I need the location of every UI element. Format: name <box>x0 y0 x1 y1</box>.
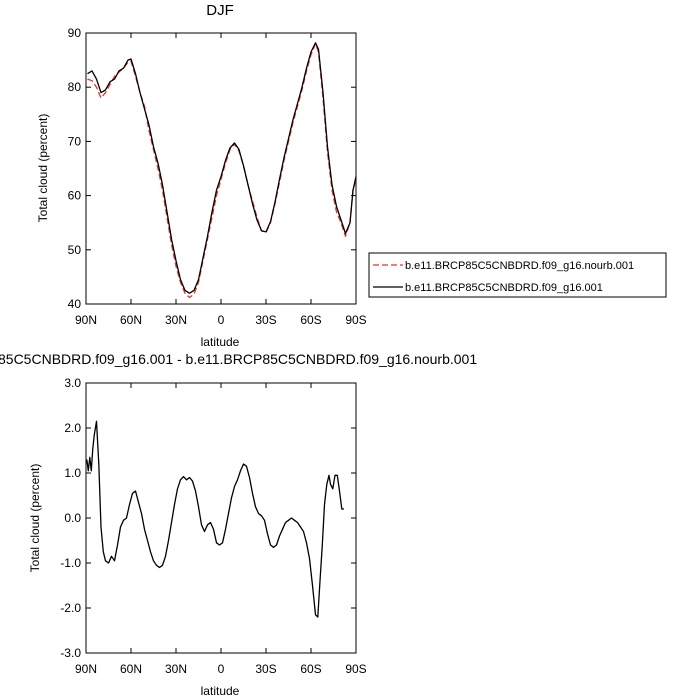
top-x-tick-label: 0 <box>218 313 225 327</box>
bottom-y-axis-label: Total cloud (percent) <box>28 464 42 573</box>
bottom-y-tick-label: -3.0 <box>60 646 81 660</box>
top-chart-title: DJF <box>206 2 234 19</box>
bottom-series-line-0 <box>86 420 344 618</box>
bottom-y-tick-label: 0.0 <box>64 511 81 525</box>
bottom-x-ticks: 90N 60N 30N 0 30S 60S 90S <box>75 383 367 676</box>
legend: b.e11.BRCP85C5CNBDRD.f09_g16.nourb.001 b… <box>368 252 667 298</box>
top-y-tick-label: 80 <box>68 80 82 94</box>
bottom-y-ticks: -3.0 -2.0 -1.0 0.0 1.0 2.0 3.0 <box>60 376 356 660</box>
bottom-y-tick-label: 1.0 <box>64 466 81 480</box>
top-y-tick-label: 60 <box>68 189 82 203</box>
bottom-y-tick-label: -1.0 <box>60 556 81 570</box>
legend-label-control: b.e11.BRCP85C5CNBDRD.f09_g16.001 <box>405 282 603 294</box>
top-y-tick-label: 70 <box>68 134 82 148</box>
top-y-ticks: 40 50 60 70 80 90 <box>68 26 356 311</box>
bottom-x-tick-label: 30S <box>255 662 276 676</box>
top-x-tick-label: 90S <box>345 313 366 327</box>
top-y-tick-label: 40 <box>68 297 82 311</box>
top-panel: DJF 40 50 60 70 80 90 90N 60N 30N 0 30S 60S 90S lat… <box>36 2 367 349</box>
bottom-plot-area: -3.0 -2.0 -1.0 0.0 1.0 2.0 3.0 90N 60N 30N 0 30S 60… <box>60 376 366 676</box>
top-y-tick-label: 50 <box>68 243 82 257</box>
top-plot-area: 40 50 60 70 80 90 90N 60N 30N 0 30S 60S 90S <box>68 26 367 327</box>
bottom-x-tick-label: 60S <box>300 662 321 676</box>
top-x-tick-label: 60N <box>120 313 142 327</box>
bottom-y-tick-label: 3.0 <box>64 376 81 390</box>
top-x-tick-label: 90N <box>75 313 97 327</box>
top-series-line-1 <box>87 42 357 294</box>
top-x-ticks: 90N 60N 30N 0 30S 60S 90S <box>75 33 367 327</box>
bottom-x-axis-label: latitude <box>201 684 240 698</box>
top-series-line-0 <box>87 43 357 299</box>
top-series-lines <box>87 42 357 299</box>
bottom-x-tick-label: 0 <box>218 662 225 676</box>
bottom-series-lines <box>86 420 344 618</box>
bottom-y-tick-label: -2.0 <box>60 601 81 615</box>
top-x-tick-label: 30N <box>165 313 187 327</box>
bottom-x-tick-label: 90S <box>345 662 366 676</box>
bottom-x-tick-label: 60N <box>120 662 142 676</box>
legend-box <box>368 252 667 298</box>
top-y-axis-label: Total cloud (percent) <box>36 114 50 223</box>
top-x-tick-label: 60S <box>300 313 321 327</box>
top-x-tick-label: 30S <box>255 313 276 327</box>
legend-label-nourb: b.e11.BRCP85C5CNBDRD.f09_g16.nourb.001 <box>405 260 634 272</box>
top-x-axis-label: latitude <box>201 335 240 349</box>
bottom-x-tick-label: 30N <box>165 662 187 676</box>
bottom-x-tick-label: 90N <box>75 662 97 676</box>
top-plot-frame <box>85 32 357 305</box>
top-y-tick-label: 90 <box>68 26 82 40</box>
bottom-chart-title: 85C5CNBDRD.f09_g16.001 - b.e11.BRCP85C5C… <box>0 351 477 367</box>
bottom-y-tick-label: 2.0 <box>64 421 81 435</box>
bottom-panel: 85C5CNBDRD.f09_g16.001 - b.e11.BRCP85C5C… <box>0 351 477 698</box>
